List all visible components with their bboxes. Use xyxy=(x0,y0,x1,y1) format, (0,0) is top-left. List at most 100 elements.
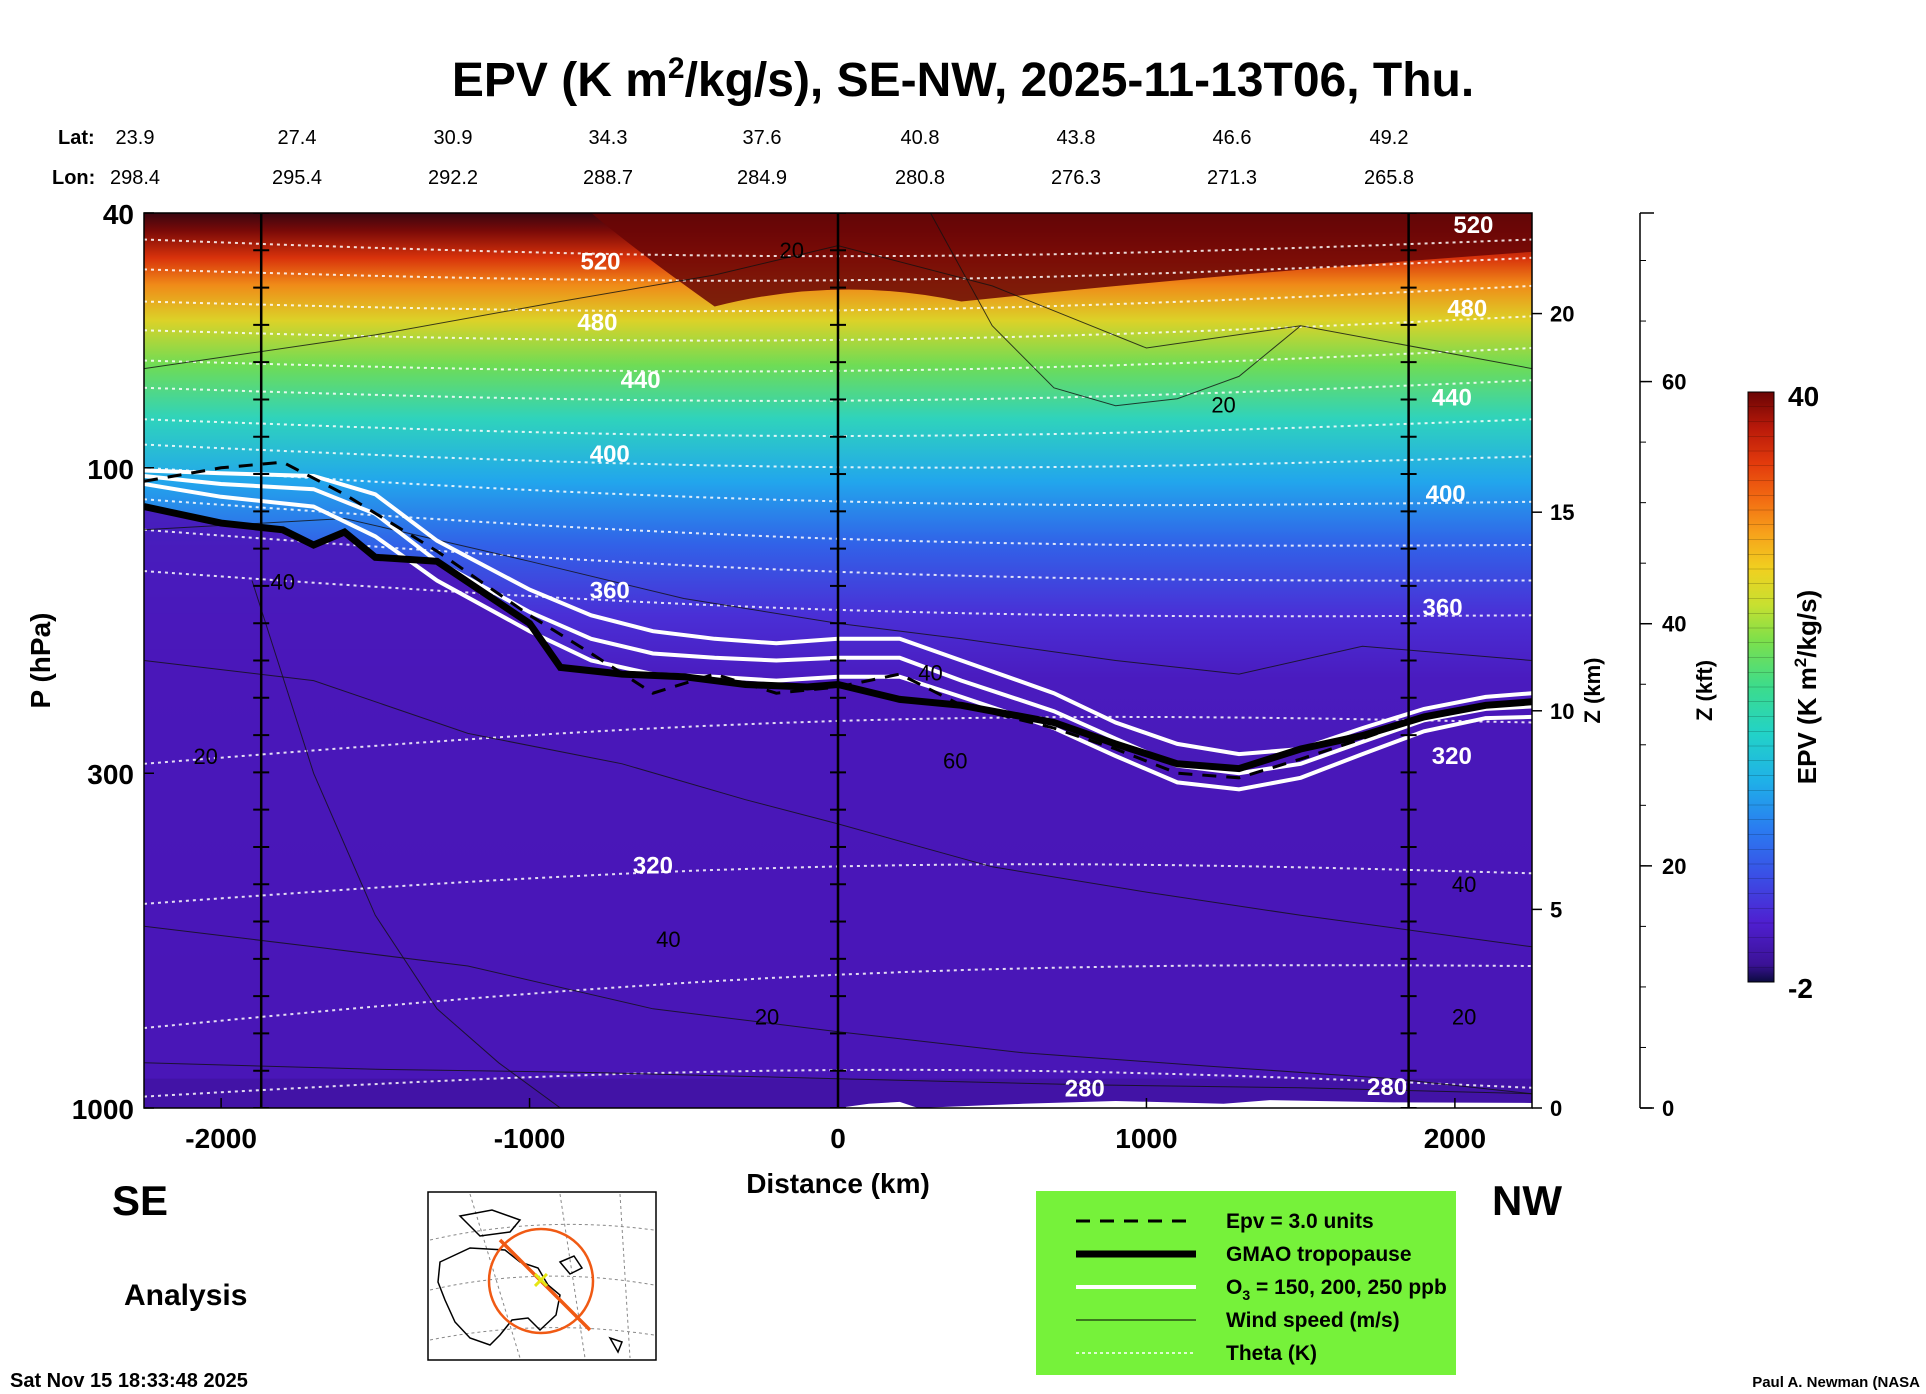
y-axis-label: P (hPa) xyxy=(25,613,56,709)
wind-speed-label: 60 xyxy=(943,749,967,774)
z-kft-tick-label: 20 xyxy=(1662,854,1686,879)
colorbar-label: EPV (K m2/kg/s) xyxy=(1791,590,1822,784)
lat-value: 34.3 xyxy=(589,127,628,149)
x-tick-label: 2000 xyxy=(1424,1123,1486,1154)
theta-label: 440 xyxy=(1432,385,1472,412)
wind-speed-label: 20 xyxy=(779,238,803,263)
lat-lon-header: Lat: Lon: 23.9 27.4 30.9 34.3 37.6 40.8 43.8 46… xyxy=(52,127,1414,189)
lat-value: 37.6 xyxy=(743,127,782,149)
ozone-contour-200 xyxy=(144,474,1532,776)
z-km-tick-label: 10 xyxy=(1550,699,1574,724)
theta-label: 400 xyxy=(590,441,630,468)
gmao-tropopause-line xyxy=(144,503,1532,773)
theta-label: 280 xyxy=(1367,1074,1407,1101)
z-kft-tick-label: 0 xyxy=(1662,1096,1674,1121)
legend-ozone-label: O3 = 150, 200, 250 ppb xyxy=(1226,1276,1447,1303)
theta-label: 480 xyxy=(1447,295,1487,322)
legend-epv-label: Epv = 3.0 units xyxy=(1226,1210,1374,1233)
theta-label: 320 xyxy=(1432,743,1472,770)
legend-theta-label: Theta (K) xyxy=(1226,1342,1317,1365)
lon-value: 288.7 xyxy=(583,167,633,189)
wind-speed-contour xyxy=(930,213,1302,407)
legend-tropopause-label: GMAO tropopause xyxy=(1226,1243,1412,1266)
z-km-tick-label: 5 xyxy=(1550,897,1562,922)
theta-label: 280 xyxy=(1065,1076,1105,1103)
lon-value: 265.8 xyxy=(1364,167,1414,189)
wind-speed-label: 40 xyxy=(656,927,680,952)
epv-field: 520 480 440 400 360 320 280 520 480 440 400 360 320 2… xyxy=(144,212,1532,1108)
z-km-tick-label: 0 xyxy=(1550,1096,1562,1121)
theta-label: 520 xyxy=(580,248,620,275)
inset-map-track-line xyxy=(498,1238,592,1332)
x-tick-label: -2000 xyxy=(185,1123,257,1154)
z-kft-axis-label: Z (kft) xyxy=(1692,660,1717,721)
wind-speed-contour xyxy=(144,660,1532,948)
theta-label: 440 xyxy=(621,367,661,394)
lat-value: 27.4 xyxy=(278,127,317,149)
inset-map-center-marker: ✕ xyxy=(532,1268,550,1293)
legend: Epv = 3.0 units GMAO tropopause O3 = 150… xyxy=(1036,1191,1456,1375)
inset-map-grid xyxy=(429,1193,655,1359)
surface-ground xyxy=(838,1100,1532,1108)
chart-title: EPV (K m2/kg/s), SE-NW, 2025-11-13T06, T… xyxy=(452,52,1474,107)
theta-label: 360 xyxy=(1423,594,1463,621)
y-tick-label: 40 xyxy=(103,199,134,230)
lat-value: 40.8 xyxy=(901,127,940,149)
lon-value: 280.8 xyxy=(895,167,945,189)
legend-wind-label: Wind speed (m/s) xyxy=(1226,1309,1400,1332)
lat-value: 30.9 xyxy=(434,127,473,149)
z-km-tick-label: 20 xyxy=(1550,302,1574,327)
lat-value: 23.9 xyxy=(116,127,155,149)
x-tick-label: -1000 xyxy=(494,1123,566,1154)
high-epv-cap xyxy=(591,213,1532,307)
wind-speed-contour xyxy=(251,580,561,1108)
z-kft-tick-label: 60 xyxy=(1662,370,1686,395)
x-tick-label: 0 xyxy=(830,1123,846,1154)
colorbar xyxy=(1747,391,1775,983)
ozone-contour-150 xyxy=(144,468,1532,757)
lat-value: 46.6 xyxy=(1213,127,1252,149)
x-axis-label: Distance (km) xyxy=(746,1168,930,1199)
lon-value: 284.9 xyxy=(737,167,787,189)
z-km-axis-label: Z (km) xyxy=(1580,658,1605,724)
wind-speed-label: 20 xyxy=(193,744,217,769)
wind-speed-label: 20 xyxy=(755,1004,779,1029)
wind-speed-label: 20 xyxy=(1452,1004,1476,1029)
lat-value: 49.2 xyxy=(1370,127,1409,149)
wind-speed-label: 20 xyxy=(1211,393,1235,418)
theta-label: 480 xyxy=(577,309,617,336)
lon-value: 292.2 xyxy=(428,167,478,189)
wind-speed-label: 40 xyxy=(271,570,295,595)
nw-direction-label: NW xyxy=(1492,1177,1562,1224)
y-tick-label: 300 xyxy=(87,759,134,790)
y-tick-label: 1000 xyxy=(72,1094,134,1125)
lon-label: Lon: xyxy=(52,167,95,189)
z-kft-tick-label: 40 xyxy=(1662,612,1686,637)
analysis-label: Analysis xyxy=(124,1279,247,1312)
lon-value: 271.3 xyxy=(1207,167,1257,189)
z-km-tick-label: 15 xyxy=(1550,500,1574,525)
theta-label: 520 xyxy=(1453,212,1493,239)
x-tick-label: 1000 xyxy=(1115,1123,1177,1154)
lon-value: 276.3 xyxy=(1051,167,1101,189)
theta-label: 360 xyxy=(590,577,630,604)
lon-value: 298.4 xyxy=(110,167,160,189)
se-direction-label: SE xyxy=(112,1177,168,1224)
theta-label: 400 xyxy=(1426,481,1466,508)
inset-map-range-circle xyxy=(487,1227,595,1335)
wind-speed-label: 40 xyxy=(918,661,942,686)
colorbar-max-label: 40 xyxy=(1788,381,1819,412)
y-tick-label: 100 xyxy=(87,454,134,485)
lon-value: 295.4 xyxy=(272,167,322,189)
credit: Paul A. Newman (NASA xyxy=(1752,1374,1920,1391)
colorbar-min-label: -2 xyxy=(1788,973,1813,1004)
epv-3pvu-contour xyxy=(144,460,1532,780)
lat-label: Lat: xyxy=(58,127,95,149)
theta-contour xyxy=(144,964,1532,1029)
lat-value: 43.8 xyxy=(1057,127,1096,149)
inset-map: ✕ xyxy=(427,1191,657,1361)
wind-speed-label: 40 xyxy=(1452,872,1476,897)
timestamp: Sat Nov 15 18:33:48 2025 xyxy=(10,1370,248,1392)
inset-map-coastlines xyxy=(437,1209,623,1354)
